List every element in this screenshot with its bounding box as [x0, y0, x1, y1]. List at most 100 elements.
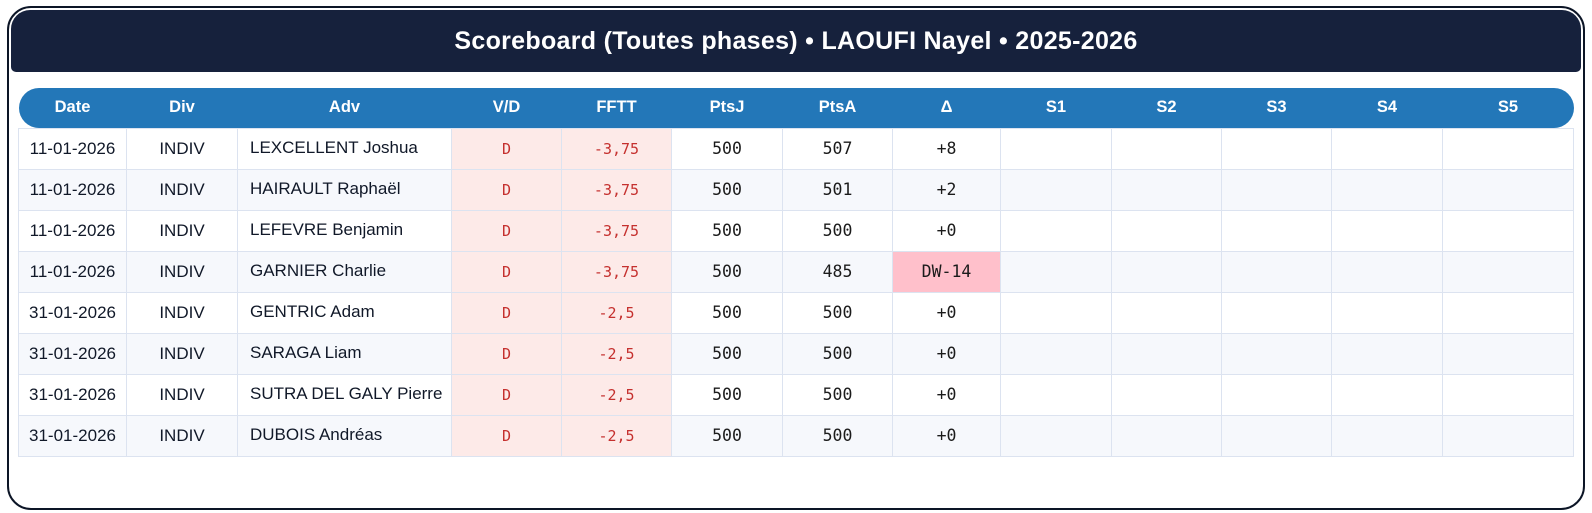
cell-s1 [1000, 168, 1112, 211]
table-body: 11-01-2026 INDIV LEXCELLENT Joshua D -3,75 50… [18, 127, 1574, 457]
col-header-date: Date [18, 88, 127, 128]
cell-ptsa: 500 [782, 414, 893, 457]
scoreboard-card: Scoreboard (Toutes phases) • LAOUFI Naye… [7, 6, 1585, 510]
cell-vd: D [451, 414, 562, 457]
cell-s1 [1000, 332, 1112, 375]
cell-s3 [1221, 209, 1332, 252]
cell-s1 [1000, 291, 1112, 334]
cell-adv: HAIRAULT Raphaël [237, 168, 452, 211]
cell-s1 [1000, 127, 1112, 170]
cell-s2 [1111, 127, 1222, 170]
col-header-div: Div [126, 88, 238, 128]
cell-adv: SARAGA Liam [237, 332, 452, 375]
cell-fftt: -3,75 [561, 209, 672, 252]
table-header-row: Date Div Adv V/D FFTT PtsJ PtsA Δ S1 S2 … [18, 88, 1574, 128]
cell-fftt: -3,75 [561, 127, 672, 170]
cell-div: INDIV [126, 250, 238, 293]
cell-div: INDIV [126, 373, 238, 416]
cell-s5 [1442, 168, 1574, 211]
title-bar: Scoreboard (Toutes phases) • LAOUFI Naye… [11, 10, 1581, 72]
cell-s4 [1331, 414, 1443, 457]
scoreboard-table-container: Date Div Adv V/D FFTT PtsJ PtsA Δ S1 S2 … [9, 72, 1583, 457]
cell-s3 [1221, 291, 1332, 334]
cell-ptsa: 500 [782, 209, 893, 252]
cell-adv: DUBOIS Andréas [237, 414, 452, 457]
table-row: 11-01-2026 INDIV LEXCELLENT Joshua D -3,75 50… [18, 127, 1574, 170]
cell-s4 [1331, 291, 1443, 334]
cell-delta: +2 [892, 168, 1001, 211]
cell-ptsj: 500 [671, 291, 783, 334]
cell-adv: GENTRIC Adam [237, 291, 452, 334]
cell-s4 [1331, 209, 1443, 252]
col-header-s4: S4 [1331, 88, 1443, 128]
cell-date: 11-01-2026 [18, 127, 127, 170]
cell-ptsa: 507 [782, 127, 893, 170]
col-header-s2: S2 [1111, 88, 1222, 128]
col-header-adv: Adv [237, 88, 452, 128]
cell-s3 [1221, 127, 1332, 170]
cell-s5 [1442, 209, 1574, 252]
col-header-s5: S5 [1442, 88, 1574, 128]
cell-date: 31-01-2026 [18, 414, 127, 457]
cell-s3 [1221, 168, 1332, 211]
cell-s4 [1331, 250, 1443, 293]
table-row: 11-01-2026 INDIV GARNIER Charlie D -3,75 500 4… [18, 250, 1574, 293]
cell-s2 [1111, 332, 1222, 375]
col-header-ptsa: PtsA [782, 88, 893, 128]
cell-div: INDIV [126, 332, 238, 375]
cell-ptsj: 500 [671, 373, 783, 416]
cell-delta: +0 [892, 332, 1001, 375]
cell-vd: D [451, 373, 562, 416]
cell-date: 31-01-2026 [18, 291, 127, 334]
col-header-delta: Δ [892, 88, 1001, 128]
cell-s2 [1111, 168, 1222, 211]
cell-div: INDIV [126, 414, 238, 457]
cell-fftt: -3,75 [561, 250, 672, 293]
cell-div: INDIV [126, 127, 238, 170]
table-row: 31-01-2026 INDIV SUTRA DEL GALY Pierre D -2,… [18, 373, 1574, 416]
cell-date: 11-01-2026 [18, 209, 127, 252]
cell-s2 [1111, 373, 1222, 416]
cell-s5 [1442, 332, 1574, 375]
cell-s4 [1331, 127, 1443, 170]
cell-ptsa: 500 [782, 373, 893, 416]
cell-vd: D [451, 291, 562, 334]
cell-adv: SUTRA DEL GALY Pierre [237, 373, 452, 416]
cell-delta: +0 [892, 373, 1001, 416]
cell-s5 [1442, 291, 1574, 334]
cell-ptsa: 500 [782, 291, 893, 334]
cell-ptsj: 500 [671, 414, 783, 457]
cell-adv: GARNIER Charlie [237, 250, 452, 293]
cell-s5 [1442, 414, 1574, 457]
cell-s1 [1000, 373, 1112, 416]
cell-ptsj: 500 [671, 209, 783, 252]
cell-s4 [1331, 332, 1443, 375]
cell-delta: +8 [892, 127, 1001, 170]
cell-ptsj: 500 [671, 250, 783, 293]
cell-fftt: -3,75 [561, 168, 672, 211]
cell-ptsj: 500 [671, 127, 783, 170]
page-title: Scoreboard (Toutes phases) • LAOUFI Naye… [454, 26, 1138, 55]
scoreboard-table: Date Div Adv V/D FFTT PtsJ PtsA Δ S1 S2 … [18, 88, 1574, 457]
cell-date: 31-01-2026 [18, 332, 127, 375]
cell-delta: DW-14 [892, 250, 1001, 293]
cell-s4 [1331, 373, 1443, 416]
cell-delta: +0 [892, 414, 1001, 457]
cell-date: 11-01-2026 [18, 168, 127, 211]
cell-s2 [1111, 291, 1222, 334]
table-row: 31-01-2026 INDIV DUBOIS Andréas D -2,5 500 500… [18, 414, 1574, 457]
col-header-ptsj: PtsJ [671, 88, 783, 128]
cell-s3 [1221, 250, 1332, 293]
col-header-vd: V/D [451, 88, 562, 128]
col-header-fftt: FFTT [561, 88, 672, 128]
cell-ptsj: 500 [671, 168, 783, 211]
cell-fftt: -2,5 [561, 373, 672, 416]
cell-s2 [1111, 414, 1222, 457]
cell-date: 31-01-2026 [18, 373, 127, 416]
cell-delta: +0 [892, 291, 1001, 334]
table-row: 31-01-2026 INDIV SARAGA Liam D -2,5 500 500 +0 [18, 332, 1574, 375]
cell-delta: +0 [892, 209, 1001, 252]
col-header-s3: S3 [1221, 88, 1332, 128]
cell-s3 [1221, 414, 1332, 457]
cell-s3 [1221, 373, 1332, 416]
